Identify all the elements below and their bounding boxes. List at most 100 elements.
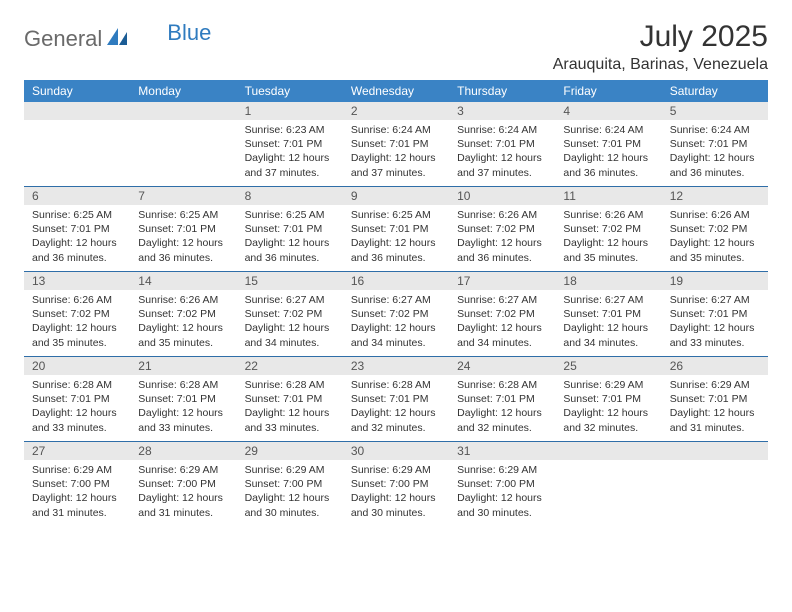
day-number: 2 [343, 102, 449, 120]
day-data: Sunrise: 6:25 AMSunset: 7:01 PMDaylight:… [130, 205, 236, 271]
day-number: 20 [24, 357, 130, 375]
day-data: Sunrise: 6:25 AMSunset: 7:01 PMDaylight:… [343, 205, 449, 271]
calendar-cell: 18Sunrise: 6:27 AMSunset: 7:01 PMDayligh… [555, 272, 661, 357]
day-data: Sunrise: 6:27 AMSunset: 7:02 PMDaylight:… [237, 290, 343, 356]
calendar-cell: 27Sunrise: 6:29 AMSunset: 7:00 PMDayligh… [24, 442, 130, 527]
day-number: 26 [662, 357, 768, 375]
calendar-cell: 9Sunrise: 6:25 AMSunset: 7:01 PMDaylight… [343, 187, 449, 272]
logo-text-blue: Blue [167, 20, 211, 46]
day-number: 12 [662, 187, 768, 205]
day-data: Sunrise: 6:28 AMSunset: 7:01 PMDaylight:… [343, 375, 449, 441]
day-number: 6 [24, 187, 130, 205]
day-number: 27 [24, 442, 130, 460]
day-number: 31 [449, 442, 555, 460]
calendar-cell: 23Sunrise: 6:28 AMSunset: 7:01 PMDayligh… [343, 357, 449, 442]
calendar-week-row: 13Sunrise: 6:26 AMSunset: 7:02 PMDayligh… [24, 272, 768, 357]
day-number: 11 [555, 187, 661, 205]
day-number: 14 [130, 272, 236, 290]
calendar-cell: 31Sunrise: 6:29 AMSunset: 7:00 PMDayligh… [449, 442, 555, 527]
day-data: Sunrise: 6:28 AMSunset: 7:01 PMDaylight:… [449, 375, 555, 441]
calendar-cell: 17Sunrise: 6:27 AMSunset: 7:02 PMDayligh… [449, 272, 555, 357]
calendar-week-row: 20Sunrise: 6:28 AMSunset: 7:01 PMDayligh… [24, 357, 768, 442]
calendar-cell [662, 442, 768, 527]
day-number: 30 [343, 442, 449, 460]
day-number: 1 [237, 102, 343, 120]
day-data: Sunrise: 6:25 AMSunset: 7:01 PMDaylight:… [237, 205, 343, 271]
calendar-cell: 12Sunrise: 6:26 AMSunset: 7:02 PMDayligh… [662, 187, 768, 272]
weekday-header: Sunday [24, 80, 130, 102]
day-number: 8 [237, 187, 343, 205]
logo-sail-icon [107, 28, 129, 51]
calendar-thead: SundayMondayTuesdayWednesdayThursdayFrid… [24, 80, 768, 102]
day-data: Sunrise: 6:29 AMSunset: 7:00 PMDaylight:… [343, 460, 449, 526]
day-data: Sunrise: 6:26 AMSunset: 7:02 PMDaylight:… [24, 290, 130, 356]
day-data: Sunrise: 6:27 AMSunset: 7:02 PMDaylight:… [343, 290, 449, 356]
header: General Blue July 2025 Arauquita, Barina… [24, 20, 768, 74]
calendar-cell: 13Sunrise: 6:26 AMSunset: 7:02 PMDayligh… [24, 272, 130, 357]
day-number: 13 [24, 272, 130, 290]
day-number: 18 [555, 272, 661, 290]
day-data: Sunrise: 6:24 AMSunset: 7:01 PMDaylight:… [555, 120, 661, 186]
calendar-cell: 6Sunrise: 6:25 AMSunset: 7:01 PMDaylight… [24, 187, 130, 272]
calendar-cell: 19Sunrise: 6:27 AMSunset: 7:01 PMDayligh… [662, 272, 768, 357]
calendar-cell: 24Sunrise: 6:28 AMSunset: 7:01 PMDayligh… [449, 357, 555, 442]
logo: General Blue [24, 26, 211, 52]
day-number: 3 [449, 102, 555, 120]
day-data: Sunrise: 6:26 AMSunset: 7:02 PMDaylight:… [130, 290, 236, 356]
calendar-cell [24, 102, 130, 187]
day-data: Sunrise: 6:29 AMSunset: 7:00 PMDaylight:… [130, 460, 236, 526]
calendar-cell: 16Sunrise: 6:27 AMSunset: 7:02 PMDayligh… [343, 272, 449, 357]
calendar-week-row: 1Sunrise: 6:23 AMSunset: 7:01 PMDaylight… [24, 102, 768, 187]
day-data: Sunrise: 6:26 AMSunset: 7:02 PMDaylight:… [662, 205, 768, 271]
day-number: 17 [449, 272, 555, 290]
calendar-cell: 20Sunrise: 6:28 AMSunset: 7:01 PMDayligh… [24, 357, 130, 442]
day-data: Sunrise: 6:26 AMSunset: 7:02 PMDaylight:… [555, 205, 661, 271]
calendar-cell: 4Sunrise: 6:24 AMSunset: 7:01 PMDaylight… [555, 102, 661, 187]
calendar-cell: 3Sunrise: 6:24 AMSunset: 7:01 PMDaylight… [449, 102, 555, 187]
title-block: July 2025 Arauquita, Barinas, Venezuela [553, 20, 768, 74]
day-data: Sunrise: 6:24 AMSunset: 7:01 PMDaylight:… [449, 120, 555, 186]
weekday-header: Monday [130, 80, 236, 102]
day-data: Sunrise: 6:28 AMSunset: 7:01 PMDaylight:… [130, 375, 236, 441]
day-data: Sunrise: 6:24 AMSunset: 7:01 PMDaylight:… [343, 120, 449, 186]
calendar-cell: 26Sunrise: 6:29 AMSunset: 7:01 PMDayligh… [662, 357, 768, 442]
day-number: 19 [662, 272, 768, 290]
day-data: Sunrise: 6:29 AMSunset: 7:00 PMDaylight:… [24, 460, 130, 526]
day-data: Sunrise: 6:29 AMSunset: 7:00 PMDaylight:… [237, 460, 343, 526]
day-number: 10 [449, 187, 555, 205]
calendar-week-row: 27Sunrise: 6:29 AMSunset: 7:00 PMDayligh… [24, 442, 768, 527]
day-data: Sunrise: 6:28 AMSunset: 7:01 PMDaylight:… [237, 375, 343, 441]
day-number: 22 [237, 357, 343, 375]
calendar-cell: 15Sunrise: 6:27 AMSunset: 7:02 PMDayligh… [237, 272, 343, 357]
page-title: July 2025 [553, 20, 768, 54]
weekday-header: Tuesday [237, 80, 343, 102]
calendar-cell: 11Sunrise: 6:26 AMSunset: 7:02 PMDayligh… [555, 187, 661, 272]
day-data: Sunrise: 6:24 AMSunset: 7:01 PMDaylight:… [662, 120, 768, 186]
day-number: 16 [343, 272, 449, 290]
day-data: Sunrise: 6:23 AMSunset: 7:01 PMDaylight:… [237, 120, 343, 186]
weekday-header: Saturday [662, 80, 768, 102]
calendar-cell: 8Sunrise: 6:25 AMSunset: 7:01 PMDaylight… [237, 187, 343, 272]
calendar-cell: 28Sunrise: 6:29 AMSunset: 7:00 PMDayligh… [130, 442, 236, 527]
day-data: Sunrise: 6:26 AMSunset: 7:02 PMDaylight:… [449, 205, 555, 271]
calendar-cell [555, 442, 661, 527]
calendar-body: 1Sunrise: 6:23 AMSunset: 7:01 PMDaylight… [24, 102, 768, 526]
day-data: Sunrise: 6:29 AMSunset: 7:00 PMDaylight:… [449, 460, 555, 526]
logo-text-general: General [24, 26, 102, 52]
day-number: 15 [237, 272, 343, 290]
calendar-week-row: 6Sunrise: 6:25 AMSunset: 7:01 PMDaylight… [24, 187, 768, 272]
day-number: 7 [130, 187, 236, 205]
day-number-empty [24, 102, 130, 120]
calendar-cell: 30Sunrise: 6:29 AMSunset: 7:00 PMDayligh… [343, 442, 449, 527]
location-subtitle: Arauquita, Barinas, Venezuela [553, 56, 768, 74]
calendar-cell: 1Sunrise: 6:23 AMSunset: 7:01 PMDaylight… [237, 102, 343, 187]
day-number: 29 [237, 442, 343, 460]
calendar-cell: 10Sunrise: 6:26 AMSunset: 7:02 PMDayligh… [449, 187, 555, 272]
day-data: Sunrise: 6:27 AMSunset: 7:01 PMDaylight:… [662, 290, 768, 356]
calendar-cell: 5Sunrise: 6:24 AMSunset: 7:01 PMDaylight… [662, 102, 768, 187]
calendar-cell: 29Sunrise: 6:29 AMSunset: 7:00 PMDayligh… [237, 442, 343, 527]
day-number-empty [555, 442, 661, 460]
weekday-header: Friday [555, 80, 661, 102]
calendar-cell: 14Sunrise: 6:26 AMSunset: 7:02 PMDayligh… [130, 272, 236, 357]
calendar-cell: 7Sunrise: 6:25 AMSunset: 7:01 PMDaylight… [130, 187, 236, 272]
